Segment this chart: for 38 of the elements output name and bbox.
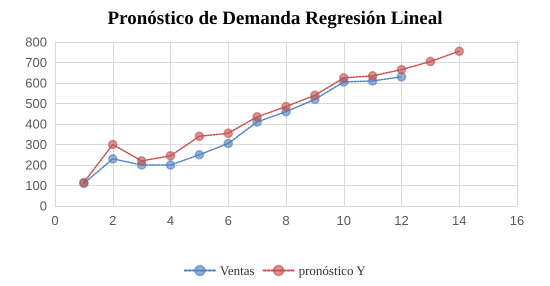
point: [166, 151, 176, 161]
y-tick-label: 500: [25, 96, 47, 111]
point: [310, 90, 320, 100]
point: [166, 160, 176, 170]
y-tick-label: 200: [25, 158, 47, 172]
y-tick-label: 600: [25, 76, 47, 90]
x-tick-label: 4: [166, 213, 174, 228]
point: [194, 132, 204, 142]
x-tick-label: 6: [224, 213, 232, 228]
chart-title: Pronóstico de Demanda Regresión Lineal: [108, 8, 442, 29]
y-tick-label: 800: [25, 34, 47, 50]
x-tick-label: 0: [51, 213, 59, 228]
y-tick-label: 400: [25, 116, 47, 132]
point: [108, 154, 118, 164]
y-tick-label: 0: [40, 198, 47, 214]
point: [281, 102, 291, 112]
x-tick-label: 16: [510, 213, 524, 228]
point: [368, 71, 378, 81]
point: [224, 138, 233, 148]
point: [108, 140, 118, 150]
point: [426, 56, 436, 66]
y-tick-label: 700: [25, 55, 47, 70]
legend-label: pronóstico Y: [298, 263, 366, 278]
x-tick-label: 12: [394, 213, 409, 228]
x-tick-label: 2: [109, 213, 116, 228]
point: [136, 156, 146, 166]
y-tick-label: 300: [25, 137, 47, 152]
x-tick-label: 8: [282, 213, 290, 228]
point: [252, 112, 262, 122]
point: [454, 46, 464, 56]
legend-label: Ventas: [220, 263, 255, 278]
point: [396, 64, 406, 74]
x-tick-label: 14: [452, 213, 466, 228]
x-tick-label: 10: [336, 213, 351, 228]
point: [194, 150, 204, 160]
point: [224, 128, 233, 138]
point: [339, 73, 348, 83]
y-tick-label: 100: [25, 178, 47, 193]
